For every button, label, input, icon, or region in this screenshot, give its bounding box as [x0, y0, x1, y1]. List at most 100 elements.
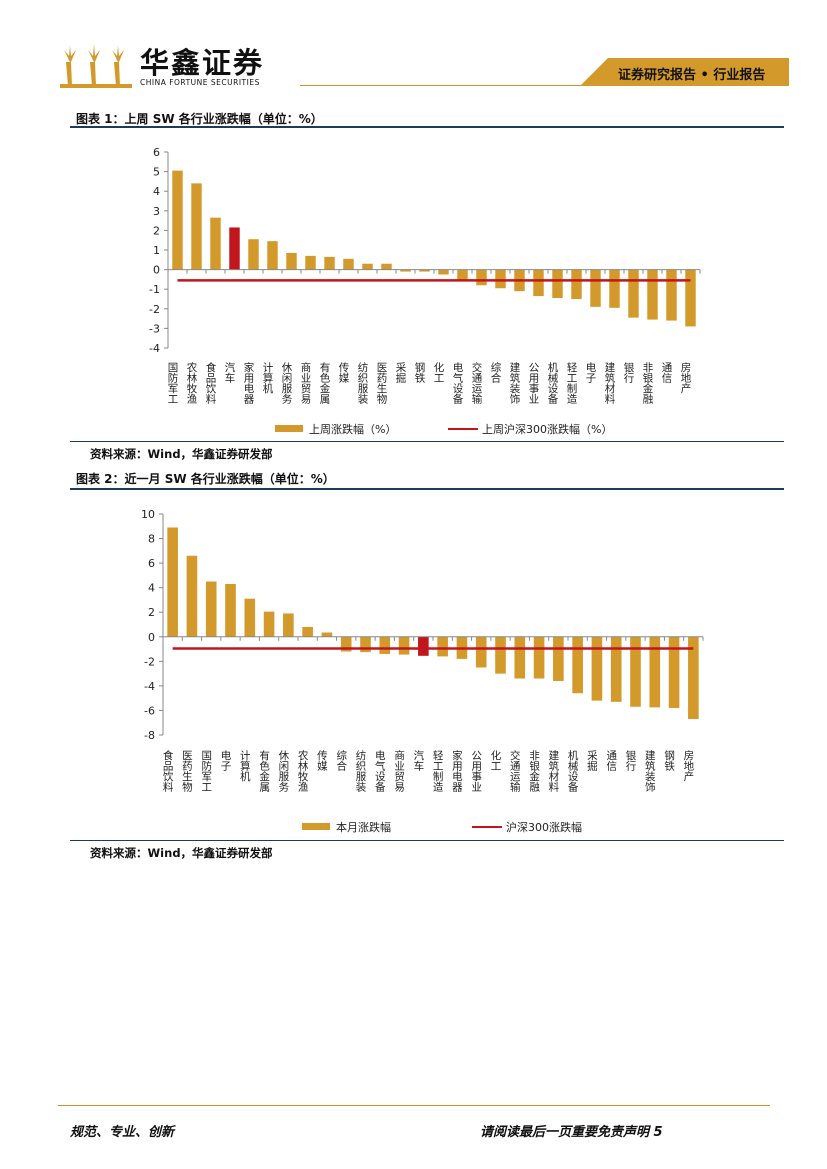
chart2-category-label: 纺织服装: [355, 749, 367, 793]
chart2-category-label: 交通运输: [509, 749, 521, 793]
chart2-category-label: 非银金融: [528, 750, 540, 793]
chart2-bar: [514, 636, 526, 679]
chart1-bar: [419, 269, 430, 272]
chart1-category-label: 建筑材料: [604, 361, 616, 405]
chart2-bar: [263, 611, 275, 637]
chart2-category-label: 国防军工: [200, 750, 212, 792]
chart1-bar: [210, 217, 221, 270]
chart1-bar: [229, 227, 240, 270]
chart2-category-label: 机械设备: [567, 749, 579, 793]
chart1-bar: [362, 263, 373, 270]
chart1-bar: [172, 170, 183, 270]
report-type-label: 证券研究报告 • 行业报告: [618, 68, 766, 83]
chart1-category-label: 纺织服装: [357, 361, 369, 405]
chart1-bar: [571, 269, 582, 299]
chart1-category-label: 商业贸易: [300, 361, 312, 405]
chart1-bar: [267, 241, 278, 270]
chart2-legend-line-label: 沪深300涨跌幅: [506, 820, 582, 834]
chart1-category-label: 有色金属: [319, 361, 331, 405]
chart1-category-label: 食品饮料: [205, 361, 217, 405]
header-divider: [300, 85, 590, 86]
chart1-bar: [590, 269, 601, 307]
chart2-category-label: 食品饮料: [162, 749, 174, 793]
chart1-y-tick-label: -2: [149, 303, 160, 316]
chart1-category-label: 公用事业: [528, 362, 540, 404]
chart2-y-tick-label: 0: [148, 631, 155, 644]
chart1-category-label: 综合: [490, 361, 502, 384]
chart2-bar: [225, 583, 236, 637]
footer-disclaimer-note: 请阅读最后一页重要免责声明 5: [480, 1125, 663, 1140]
chart2-y-tick-label: -8: [144, 729, 155, 742]
chart1-category-label: 银行: [623, 361, 635, 384]
chart2-bar: [418, 636, 429, 656]
chart2-category-label: 电气设备: [374, 749, 386, 793]
chart2-y-tick-label: 2: [148, 606, 155, 619]
chart2-category-label: 采掘: [586, 750, 598, 772]
chart2-bar: [379, 636, 391, 654]
chart2-category-label: 钢铁: [663, 749, 675, 772]
chart1-category-label: 电子: [585, 361, 597, 383]
chart1-bar: [552, 269, 563, 299]
chart2-y-tick-label: -2: [144, 655, 155, 668]
chart1-category-label: 化工: [433, 361, 445, 383]
chart2-bar: [167, 527, 178, 637]
chart2-category-label: 农林牧渔: [297, 749, 309, 793]
chart1-legend-line-label: 上周沪深300涨跌幅（%）: [482, 422, 612, 436]
chart2-y-tick-label: 8: [148, 533, 155, 546]
chart2-legend-bar-label: 本月涨跌幅: [336, 820, 391, 834]
chart1-bar: [400, 269, 411, 272]
figure1-source: 资料来源：Wind，华鑫证券研发部: [90, 447, 273, 461]
chart1-legend-bar-label: 上周涨跌幅（%）: [309, 422, 396, 436]
chart1-y-tick-label: 5: [153, 166, 160, 179]
chart2-category-label: 综合: [335, 749, 347, 772]
chart1-y-tick-label: 3: [153, 205, 160, 218]
chart2-bar: [553, 636, 564, 681]
chart2-bar: [205, 581, 217, 637]
logo-subtitle: CHINA FORTUNE SECURITIES: [140, 78, 260, 87]
chart1-bar: [324, 256, 335, 270]
figure2-title: 图表 2：近一月 SW 各行业涨跌幅（单位：%）: [76, 472, 335, 486]
chart2-bar: [186, 555, 198, 637]
chart1-bar: [609, 269, 620, 308]
chart2-bar: [591, 636, 603, 701]
report-type-badge: [580, 58, 789, 86]
chart1-bar: [381, 263, 392, 270]
chart2-bar: [340, 636, 352, 652]
figure2-source: 资料来源：Wind，华鑫证券研发部: [90, 846, 273, 860]
chart2-category-label: 建筑装饰: [644, 749, 656, 793]
chart2-bar: [398, 636, 410, 655]
chart1-y-tick-label: -4: [149, 342, 160, 355]
chart2-bar: [302, 626, 313, 637]
chart1-category-label: 家用电器: [243, 361, 255, 405]
chart1-bar: [533, 269, 544, 297]
chart1-bar: [476, 269, 487, 286]
chart2-bar: [668, 636, 680, 708]
chart2-category-label: 通信: [605, 750, 617, 772]
chart2-category-label: 医药生物: [181, 750, 193, 793]
chart1-y-tick-label: 4: [153, 185, 160, 198]
chart1-y-tick-label: 6: [153, 146, 160, 159]
chart1-bar: [647, 269, 658, 320]
chart2-category-label: 房地产: [682, 749, 694, 782]
chart2-legend-bar-swatch: [302, 823, 330, 830]
chart1-category-label: 计算机: [262, 361, 274, 394]
chart2-category-label: 建筑材料: [547, 749, 559, 793]
chart2-bar: [495, 636, 506, 674]
figure1-bottom-rule: [70, 441, 784, 442]
footer-divider: [58, 1105, 770, 1106]
chart1-bar: [666, 269, 677, 321]
chart1-category-label: 电气设备: [452, 361, 464, 405]
chart2-bar: [244, 598, 256, 637]
chart1-category-label: 通信: [661, 362, 673, 384]
chart1-category-label: 国防军工: [167, 362, 179, 404]
chart2-category-label: 公用事业: [470, 750, 482, 792]
figure1-top-rule: [70, 126, 784, 128]
chart1-legend-bar-swatch: [275, 425, 303, 432]
chart2-bar: [610, 636, 622, 702]
chart1-bar: [248, 239, 259, 270]
chart1-y-tick-label: -1: [149, 283, 160, 296]
chart1-category-label: 交通运输: [471, 361, 483, 405]
chart1-category-label: 钢铁: [414, 361, 426, 384]
chart1-bar: [305, 255, 316, 270]
chart1-category-label: 机械设备: [547, 361, 559, 405]
